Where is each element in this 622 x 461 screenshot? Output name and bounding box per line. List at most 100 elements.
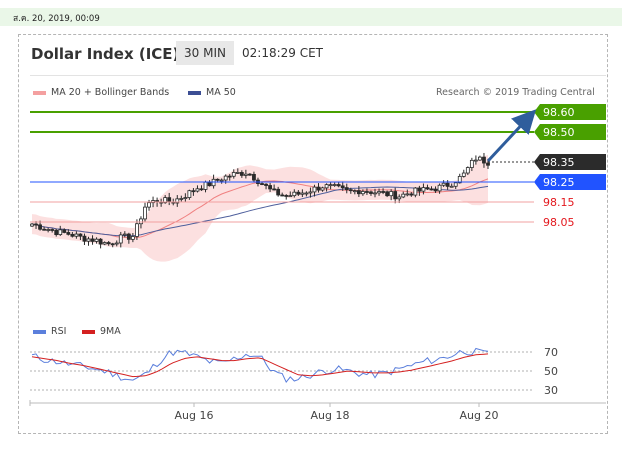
candle-body <box>461 172 466 177</box>
candle-body <box>421 187 426 192</box>
legend-ma20-label: MA 20 + Bollinger Bands <box>51 87 170 98</box>
candle-body <box>478 156 482 161</box>
timestamp-bar: ส.ค. 20, 2019, 00:09 <box>0 8 622 26</box>
candle-body <box>453 182 458 187</box>
candle-body <box>243 173 248 176</box>
level-label: 98.15 <box>543 196 575 209</box>
candle-body <box>215 178 220 181</box>
candle-body <box>179 198 184 200</box>
candle-body <box>381 191 385 193</box>
candle-body <box>465 167 470 174</box>
candle-body <box>191 190 196 193</box>
candle-body <box>445 182 450 187</box>
candle-body <box>361 191 365 195</box>
candle-body <box>98 238 103 245</box>
legend-rsi-label: RSI <box>51 326 67 337</box>
candle-body <box>86 238 91 242</box>
candle-body <box>486 162 490 166</box>
candle-body <box>473 159 478 162</box>
candle-body <box>393 191 398 200</box>
candle-body <box>199 188 204 191</box>
x-tick-label: Aug 18 <box>311 409 350 422</box>
candle-body <box>312 186 317 193</box>
candle-body <box>203 181 208 190</box>
x-tick-label: Aug 20 <box>460 409 499 422</box>
candle-body <box>147 202 151 208</box>
candle-body <box>284 195 289 197</box>
candle-body <box>340 185 345 189</box>
timestamp-text: ส.ค. 20, 2019, 00:09 <box>13 14 100 24</box>
candle-body <box>66 232 71 235</box>
candle-body <box>437 184 442 192</box>
candle-body <box>292 191 297 197</box>
candle-body <box>38 224 42 230</box>
candle-body <box>74 233 79 237</box>
candle-body <box>102 242 107 245</box>
candle-body <box>268 185 272 190</box>
candle-body <box>369 191 373 194</box>
header-divider <box>30 75 606 76</box>
candle-body <box>118 234 123 244</box>
level-label: 98.35 <box>543 156 575 169</box>
candle-body <box>183 197 188 199</box>
level-label: 98.05 <box>543 216 575 229</box>
candle-body <box>356 190 361 195</box>
candle-body <box>385 191 390 197</box>
level-tag <box>534 104 606 120</box>
level-tag <box>534 124 606 140</box>
candle-body <box>126 233 131 240</box>
credit-text: Research © 2019 Trading Central <box>436 87 595 98</box>
candle-body <box>482 156 486 164</box>
candle-body <box>139 218 143 225</box>
candle-body <box>207 181 212 187</box>
candle-body <box>332 184 337 186</box>
candle-body <box>344 187 349 191</box>
chart-panel <box>18 34 608 434</box>
candle-body <box>143 206 147 220</box>
candle-body <box>248 173 252 176</box>
candle-body <box>288 195 293 198</box>
candle-body <box>409 193 414 196</box>
legend-ma9: 9MA <box>82 326 121 337</box>
candle-body <box>195 188 200 192</box>
candle-body <box>324 184 329 189</box>
level-label: 98.50 <box>543 126 575 139</box>
candle-body <box>135 223 139 237</box>
candle-body <box>223 175 228 181</box>
candle-body <box>397 196 402 200</box>
candle-body <box>187 190 192 198</box>
candle-body <box>30 223 34 227</box>
level-label: 98.60 <box>543 106 575 119</box>
candle-body <box>296 191 301 195</box>
projection-arrow <box>486 109 537 163</box>
candle-body <box>106 242 111 245</box>
candle-body <box>110 243 115 246</box>
rsi-line <box>31 347 489 384</box>
candle-body <box>316 186 321 191</box>
instrument-title: Dollar Index (ICE) <box>31 45 180 63</box>
candle-body <box>413 187 418 196</box>
candle-body <box>82 235 87 242</box>
candle-body <box>429 188 434 191</box>
candle-body <box>417 187 422 192</box>
candle-body <box>235 172 240 174</box>
candle-body <box>239 172 244 176</box>
candle-body <box>308 191 313 194</box>
candle-body <box>90 238 95 242</box>
candle-body <box>441 182 446 186</box>
level-label: 98.25 <box>543 176 575 189</box>
candle-body <box>175 198 180 204</box>
legend-ma50: MA 50 <box>188 87 236 98</box>
candle-body <box>405 193 410 196</box>
candle-body <box>219 179 224 182</box>
timeframe-badge[interactable]: 30 MIN <box>176 41 234 65</box>
candle-body <box>280 194 285 197</box>
server-time: 02:18:29 CET <box>242 46 323 60</box>
candle-body <box>163 197 168 204</box>
candle-body <box>78 233 83 237</box>
candle-body <box>42 228 47 231</box>
legend-ma50-label: MA 50 <box>206 87 236 98</box>
candle-body <box>377 191 381 194</box>
candle-body <box>260 183 264 185</box>
